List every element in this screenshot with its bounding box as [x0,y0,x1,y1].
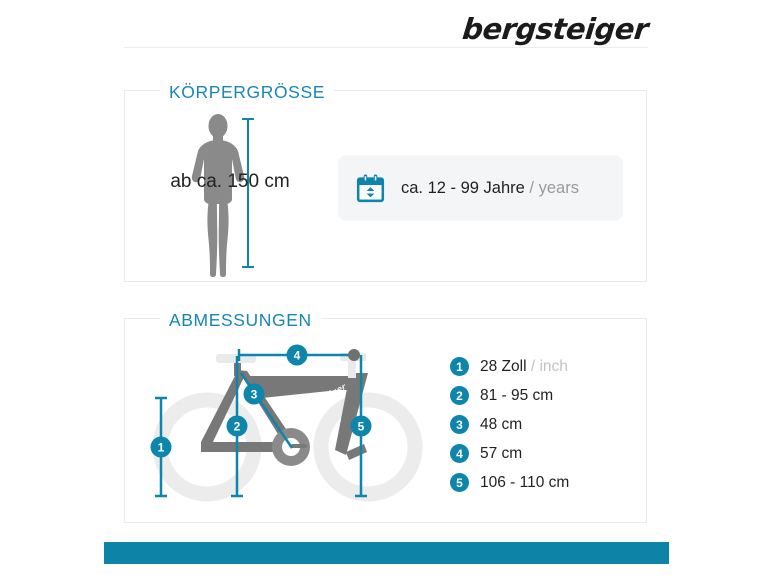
svg-text:4: 4 [294,349,301,363]
legend-value-5: 106 - 110 cm [480,473,570,491]
legend-value-3: 48 cm [480,415,523,433]
legend-badge-3: 3 [450,415,469,434]
bottom-accent-bar [104,542,669,564]
legend-text-5: 106 - 110 cm [480,474,569,492]
age-range-suffix: / years [529,178,579,197]
legend-row: 1 28 Zoll / inch [450,352,640,381]
legend-badge-2: 2 [450,386,469,405]
legend-text-2: 81 - 95 cm [480,387,553,405]
svg-text:5: 5 [358,420,365,434]
height-label: ab ca. 150 cm [170,171,290,192]
height-measure-line [242,118,254,268]
legend-value-2: 81 - 95 cm [480,386,554,404]
legend-suffix-1: / inch [530,357,568,375]
svg-text:2: 2 [234,420,241,434]
dimensions-title: ABMESSUNGEN [160,310,321,331]
legend-value-1: 28 Zoll [480,357,527,375]
legend-badge-4: 4 [450,444,469,463]
legend-badge-1: 1 [450,357,469,376]
svg-text:1: 1 [158,441,165,455]
legend-row: 4 57 cm [450,439,640,468]
person-icon [191,114,245,277]
age-range-box: ca. 12 - 99 Jahre / years [338,155,623,221]
legend-text-1: 28 Zoll / inch [480,358,568,376]
age-range-value: ca. 12 - 99 Jahre [401,178,525,197]
bike-frame [201,353,368,466]
legend-row: 2 81 - 95 cm [450,381,640,410]
legend-text-3: 48 cm [480,416,522,434]
header-divider [124,47,648,48]
legend-row: 3 48 cm [450,410,640,439]
brand-logo: bergsteiger [460,12,650,46]
body-size-title: KÖRPERGRÖSSE [160,82,334,103]
measure-endpoint-dot [348,349,360,361]
legend-text-4: 57 cm [480,445,522,463]
person-silhouette [160,108,280,280]
wheel-front [313,392,423,502]
bike-badges: 1 2 3 4 5 [150,344,372,458]
bike-diagram: bergsteiger [150,340,440,515]
calendar-icon [356,173,385,202]
legend-badge-5: 5 [450,473,469,492]
svg-text:3: 3 [251,388,258,402]
legend-row: 5 106 - 110 cm [450,468,640,497]
dimensions-legend: 1 28 Zoll / inch 2 81 - 95 cm 3 48 cm 4 … [450,352,640,497]
bike-svg: bergsteiger [150,344,423,502]
legend-value-4: 57 cm [480,444,523,462]
age-range-text: ca. 12 - 99 Jahre / years [401,179,579,198]
